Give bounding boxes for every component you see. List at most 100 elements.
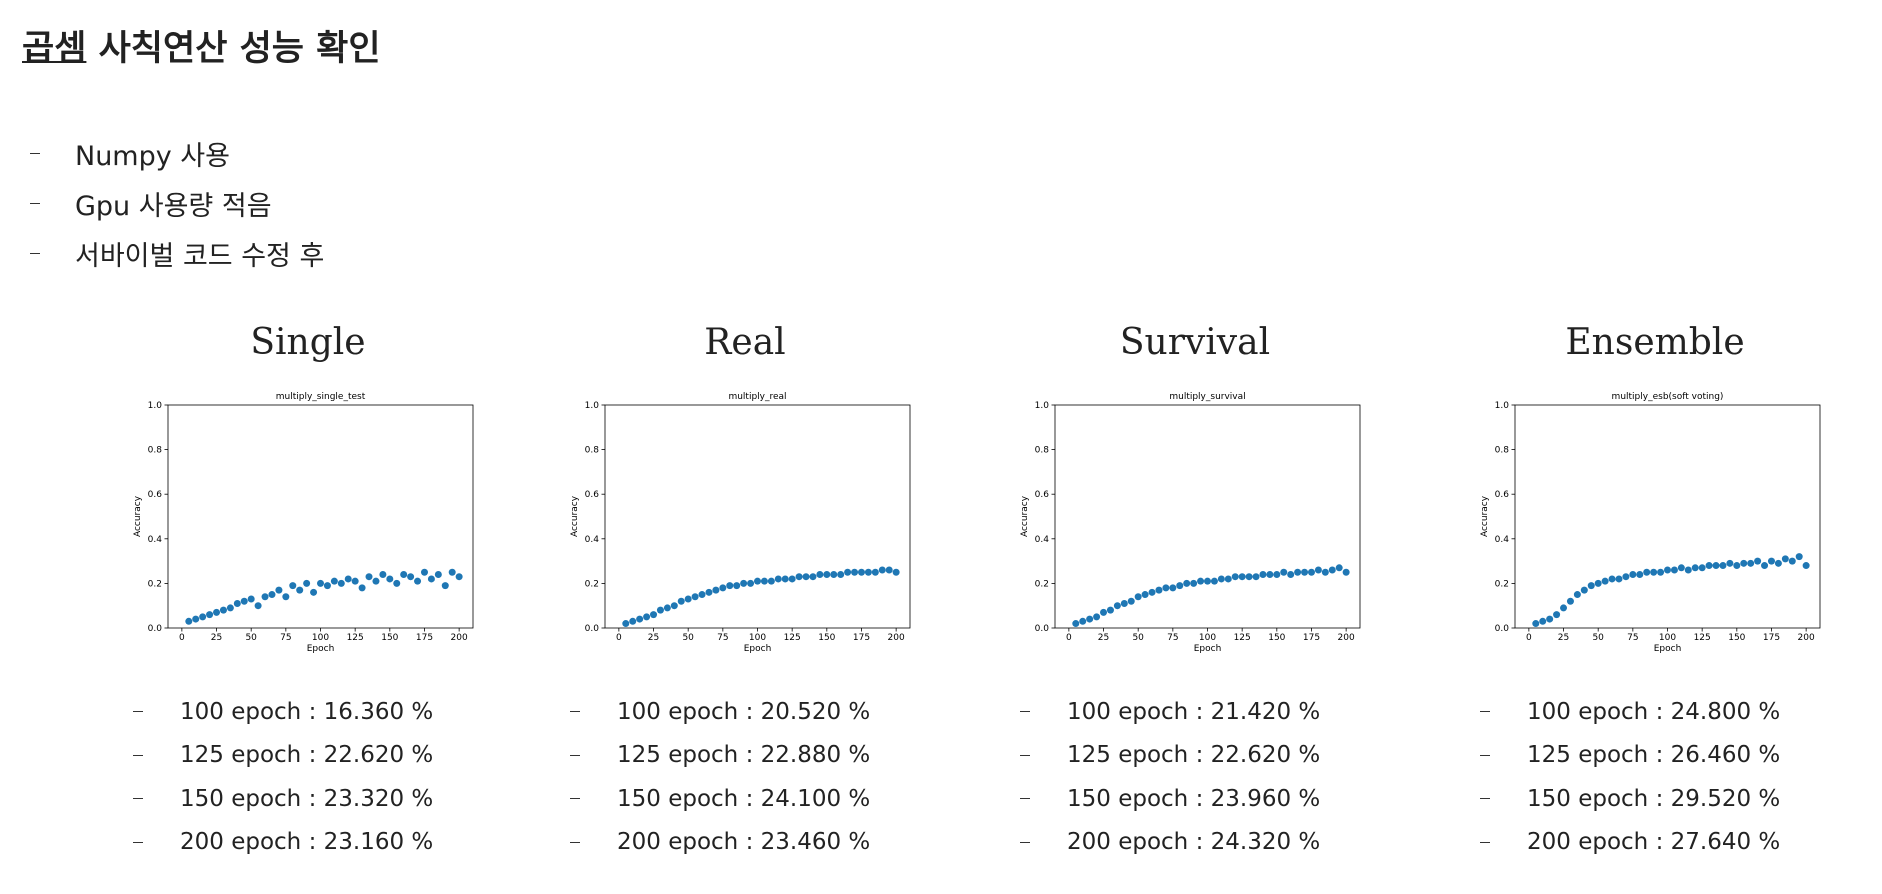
data-point <box>1176 582 1184 590</box>
data-point <box>719 584 727 592</box>
result-dash <box>1020 711 1030 713</box>
x-tick-label: 150 <box>381 633 398 643</box>
data-point <box>726 582 734 590</box>
y-axis-label: Accuracy <box>1020 495 1030 537</box>
data-point <box>629 617 637 625</box>
panel-heading: Ensemble <box>1565 322 1745 363</box>
bullet-text: 서바이벌 코드 수정 후 <box>75 240 325 272</box>
data-point <box>747 579 755 587</box>
data-point <box>1733 562 1741 570</box>
data-point <box>261 593 269 601</box>
data-point <box>1238 573 1246 581</box>
data-point <box>656 606 664 614</box>
result-list: 100 epoch : 20.520 % 125 epoch : 22.880 %… <box>535 690 955 864</box>
data-point <box>1774 559 1782 567</box>
y-tick-label: 1.0 <box>1035 401 1050 411</box>
data-point <box>1615 575 1623 583</box>
data-point <box>774 575 782 583</box>
result-text: 200 epoch : 27.640 % <box>1527 829 1781 856</box>
data-point <box>219 606 227 614</box>
x-tick-label: 100 <box>1199 633 1216 643</box>
y-tick-label: 0.2 <box>1035 579 1049 589</box>
data-point <box>1712 562 1720 570</box>
data-point <box>1321 568 1329 576</box>
data-point <box>1183 579 1191 587</box>
result-text: 100 epoch : 20.520 % <box>617 698 871 725</box>
x-tick-label: 175 <box>853 633 870 643</box>
data-point <box>705 588 713 596</box>
result: 125 epoch : 26.460 % <box>1445 734 1865 778</box>
panel: Ensemble multiply_esb(soft voting) 0 25 50 75… <box>1445 315 1865 864</box>
page-title: 곱셈 사칙연산 성능 확인 <box>22 20 381 71</box>
x-tick-label: 200 <box>888 633 905 643</box>
panel-heading: Single <box>250 322 366 363</box>
data-point <box>1204 577 1211 585</box>
result-text: 200 epoch : 23.160 % <box>180 829 434 856</box>
data-point <box>1224 575 1232 583</box>
data-point <box>670 602 678 610</box>
title-rest: 사칙연산 성능 확인 <box>98 29 381 69</box>
x-tick-label: 50 <box>245 633 257 643</box>
data-point <box>275 586 283 594</box>
data-point <box>816 570 824 578</box>
data-point <box>1273 570 1281 578</box>
data-point <box>1657 568 1665 576</box>
y-axis-label: Accuracy <box>133 495 143 537</box>
result-text: 125 epoch : 22.620 % <box>180 742 434 769</box>
chart: multiply_real 0 25 50 75 100 125 150 175 200 0.0 0.… <box>570 392 911 654</box>
y-tick-label: 0.4 <box>1035 535 1050 545</box>
x-tick-label: 175 <box>416 633 433 643</box>
data-point <box>393 579 401 587</box>
result: 125 epoch : 22.620 % <box>985 734 1405 778</box>
data-point <box>830 570 838 578</box>
y-tick-label: 1.0 <box>1495 401 1510 411</box>
data-point <box>1106 606 1114 614</box>
data-point <box>1148 588 1156 596</box>
result-text: 200 epoch : 23.460 % <box>617 829 871 856</box>
data-point <box>365 573 373 581</box>
data-point <box>622 620 630 628</box>
data-point <box>344 575 352 583</box>
data-point <box>323 582 331 590</box>
data-point <box>1546 615 1554 623</box>
data-point <box>1670 566 1678 574</box>
data-point <box>740 579 748 587</box>
result-dash <box>1020 841 1030 843</box>
x-tick-label: 125 <box>347 633 364 643</box>
data-point <box>1314 566 1322 574</box>
result-list: 100 epoch : 24.800 % 125 epoch : 26.460 %… <box>1445 690 1865 864</box>
x-tick-label: 200 <box>1338 633 1355 643</box>
data-point <box>337 579 345 587</box>
data-point <box>407 573 415 581</box>
result: 150 epoch : 23.320 % <box>98 777 518 821</box>
data-point <box>233 599 241 607</box>
data-point <box>206 611 214 619</box>
data-point <box>1328 566 1336 574</box>
x-tick-label: 0 <box>179 633 185 643</box>
data-point <box>1795 553 1803 561</box>
chart-title: multiply_esb(soft voting) <box>1612 392 1724 402</box>
result-dash <box>570 754 580 756</box>
y-tick-label: 1.0 <box>148 401 163 411</box>
result: 125 epoch : 22.620 % <box>98 734 518 778</box>
bullet-text: Numpy 사용 <box>75 140 230 172</box>
data-point <box>351 577 359 585</box>
data-point <box>1197 577 1205 585</box>
result-text: 150 epoch : 23.320 % <box>180 785 434 812</box>
data-point <box>192 615 200 623</box>
y-tick-label: 0.6 <box>585 490 600 500</box>
data-point <box>268 591 276 599</box>
result-dash <box>133 754 143 756</box>
x-tick-label: 150 <box>818 633 835 643</box>
data-point <box>1754 557 1762 565</box>
data-point <box>1072 620 1080 628</box>
y-tick-label: 0.0 <box>1035 624 1050 634</box>
data-point <box>434 570 442 578</box>
bullet: Numpy 사용 <box>30 128 324 178</box>
x-tick-label: 100 <box>312 633 329 643</box>
result-dash <box>1020 754 1030 756</box>
result: 100 epoch : 20.520 % <box>535 690 955 734</box>
data-point <box>247 595 255 603</box>
result-dash <box>570 841 580 843</box>
data-point <box>379 570 387 578</box>
